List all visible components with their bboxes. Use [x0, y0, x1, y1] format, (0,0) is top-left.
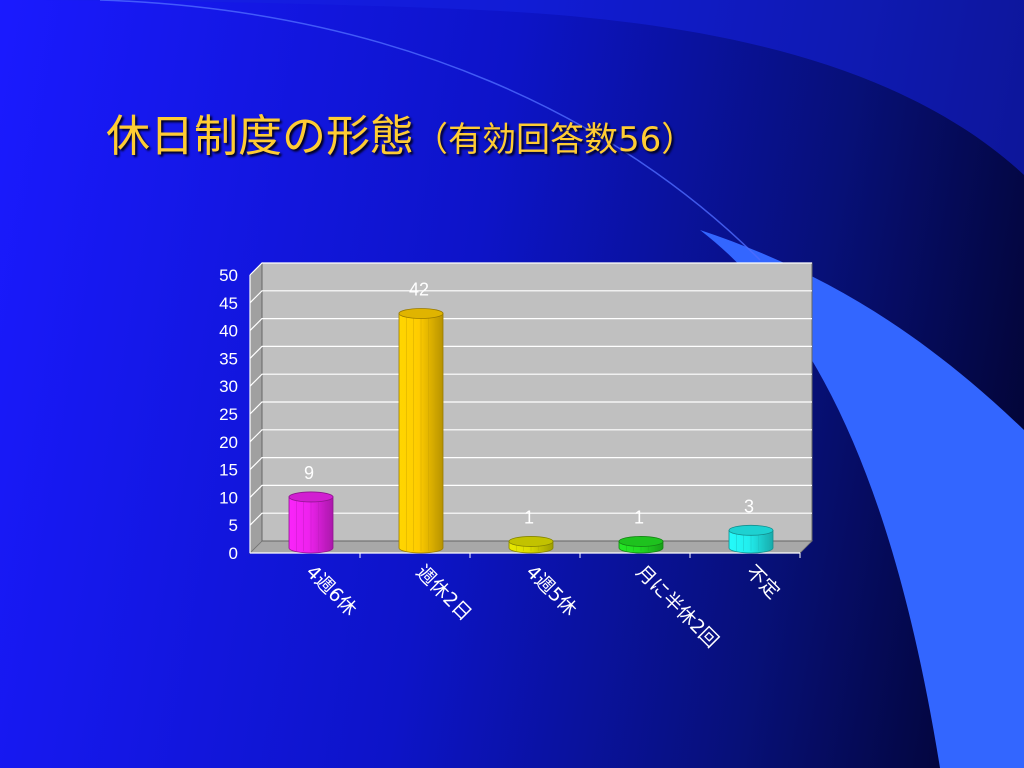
bar-top — [398, 308, 444, 319]
data-label: 1 — [524, 507, 534, 527]
y-tick-label: 25 — [219, 405, 238, 424]
gridline — [249, 373, 812, 387]
data-label: 9 — [304, 463, 314, 483]
gridline — [249, 429, 812, 443]
data-label: 1 — [634, 507, 644, 527]
y-tick-label: 50 — [219, 266, 238, 285]
bar-top — [508, 536, 554, 547]
gridline — [249, 457, 812, 471]
gridline — [249, 345, 812, 359]
category-label: 4週5休 — [521, 561, 581, 621]
gridline — [249, 318, 812, 332]
gridline — [249, 401, 812, 415]
category-label: 週休2日 — [411, 561, 475, 625]
y-tick-label: 45 — [219, 294, 238, 313]
title-main: 休日制度の形態 — [106, 111, 414, 162]
y-tick-label: 10 — [219, 488, 238, 507]
data-label: 3 — [744, 496, 754, 516]
bar-3 — [508, 536, 554, 554]
category-label: 月に半休2回 — [631, 561, 722, 652]
gridline — [249, 484, 812, 498]
gridline — [249, 262, 812, 276]
data-label: 42 — [409, 279, 429, 299]
y-tick-label: 30 — [219, 377, 238, 396]
category-label: 不定 — [741, 561, 783, 603]
bar-top — [288, 491, 334, 503]
category-label: 4週6休 — [301, 561, 361, 621]
gridline — [249, 290, 812, 304]
bar-5 — [728, 524, 774, 554]
gridline — [249, 512, 812, 526]
bar-1 — [288, 491, 334, 554]
y-tick-label: 15 — [219, 461, 238, 480]
bar-4 — [618, 536, 664, 554]
y-tick-label: 20 — [219, 433, 238, 452]
bar-top — [618, 536, 664, 547]
y-tick-label: 35 — [219, 349, 238, 368]
title-subtitle: （有効回答数56） — [414, 120, 696, 160]
y-tick-label: 5 — [229, 516, 238, 535]
slide-title: 休日制度の形態（有効回答数56） — [106, 100, 695, 164]
bar-2 — [398, 308, 444, 554]
y-tick-label: 40 — [219, 322, 238, 341]
bar-top — [728, 524, 774, 536]
y-tick-label: 0 — [229, 544, 238, 563]
